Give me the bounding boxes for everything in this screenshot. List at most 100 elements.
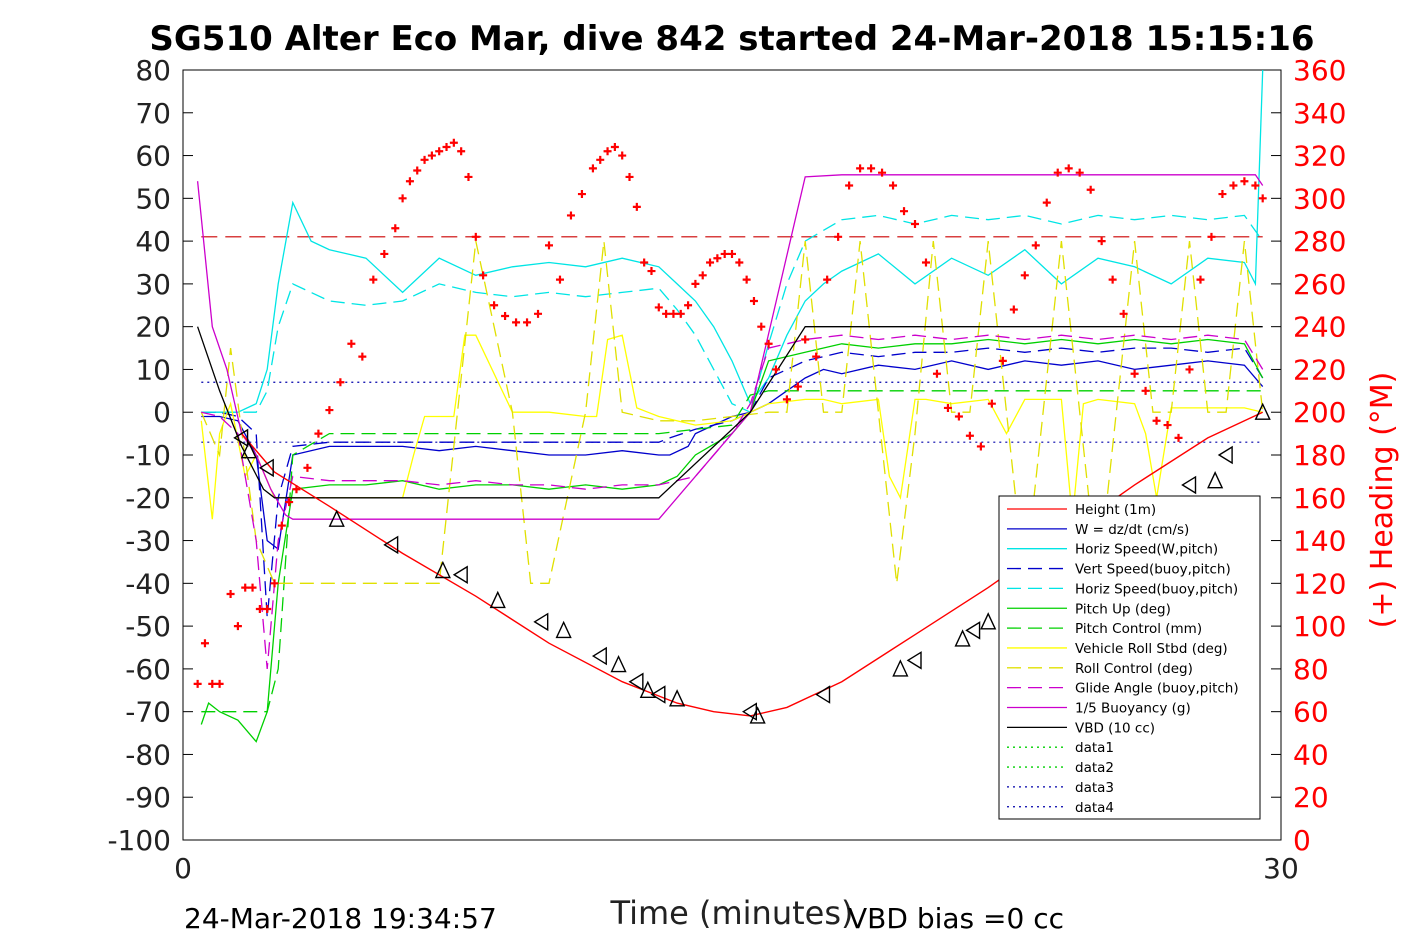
dive-marker-triangle	[639, 680, 656, 698]
heading-point	[1031, 241, 1040, 250]
heading-point	[405, 177, 414, 186]
x-axis-label: Time (minutes)	[610, 894, 854, 932]
series-w-line	[201, 360, 1264, 551]
dive-marker-triangle	[980, 612, 997, 630]
heading-point	[1064, 164, 1073, 173]
heading-point	[449, 138, 458, 147]
heading-point	[654, 303, 663, 312]
heading-point	[398, 194, 407, 203]
heading-point	[292, 485, 301, 494]
heading-point	[698, 271, 707, 280]
left-tick-label: -10	[125, 439, 171, 472]
footer-vbd-bias: VBD bias =0 cc	[848, 902, 1064, 935]
dive-marker-triangle	[1254, 402, 1271, 420]
dive-marker-triangle	[434, 560, 451, 579]
dive-marker-triangle	[1217, 445, 1233, 465]
legend-entry-data2: data2	[1075, 760, 1114, 776]
heading-point	[691, 279, 700, 288]
heading-point	[713, 254, 722, 263]
heading-point	[834, 232, 843, 241]
heading-point	[241, 583, 250, 592]
right-tick-label: 20	[1293, 781, 1329, 814]
left-tick-label: 10	[135, 353, 171, 386]
right-axis-label: (+) Heading (°M)	[1365, 372, 1400, 629]
dive-marker-triangle	[452, 565, 468, 585]
heading-point	[1086, 185, 1095, 194]
heading-point	[998, 356, 1007, 365]
heading-point	[255, 605, 264, 613]
heading-point	[369, 275, 378, 284]
right-tick-label: 0	[1293, 824, 1311, 857]
plot-area: -100-90-80-70-60-50-40-30-20-10010203040…	[107, 54, 1346, 885]
heading-point	[1185, 365, 1194, 374]
right-tick-label: 60	[1293, 696, 1329, 729]
heading-point	[684, 301, 693, 310]
left-tick-label: -30	[125, 525, 171, 558]
dive-marker-triangle	[591, 646, 607, 666]
heading-point	[325, 406, 334, 415]
series-buoy-line	[196, 174, 1264, 520]
left-tick-label: -80	[125, 738, 171, 771]
left-tick-label: -70	[125, 696, 171, 729]
heading-point	[1053, 168, 1062, 177]
heading-point	[720, 249, 729, 258]
right-tick-label: 140	[1293, 525, 1346, 558]
right-tick-label: 280	[1293, 225, 1346, 258]
heading-point	[358, 352, 367, 361]
heading-point	[435, 147, 444, 156]
heading-point	[603, 147, 612, 156]
heading-point	[490, 301, 499, 310]
dive-marker-triangle	[1181, 475, 1197, 495]
dive-marker-triangle	[749, 706, 766, 724]
right-tick-label: 260	[1293, 268, 1346, 301]
heading-point	[226, 590, 235, 599]
dive-marker-triangle	[628, 672, 644, 691]
dive-marker-triangle	[650, 685, 666, 704]
heading-point	[1130, 369, 1139, 378]
heading-point	[303, 463, 312, 472]
heading-point	[263, 605, 272, 613]
right-tick-label: 320	[1293, 140, 1346, 173]
heading-point	[193, 679, 202, 688]
heading-point	[1042, 198, 1051, 207]
heading-point	[735, 258, 744, 267]
legend-entry-pitch_ctrl: Pitch Control (mm)	[1075, 621, 1202, 637]
dive-marker-triangle	[489, 590, 506, 609]
dive-marker-triangle	[555, 620, 572, 639]
heading-point	[1196, 275, 1205, 284]
dive-marker-triangle	[815, 685, 831, 704]
heading-point	[1251, 181, 1260, 190]
heading-point	[801, 335, 810, 344]
heading-point	[889, 181, 898, 190]
legend-entry-horiz_buoy: Horiz Speed(buoy,pitch)	[1075, 581, 1238, 597]
heading-point	[878, 168, 887, 177]
heading-point	[285, 498, 294, 507]
dive-marker-triangle	[383, 535, 399, 555]
series-roll_ctrl-line	[200, 240, 1264, 584]
heading-point	[1152, 416, 1161, 425]
heading-point	[588, 164, 597, 173]
left-tick-label: -100	[107, 824, 171, 857]
heading-point	[669, 309, 678, 318]
heading-point	[900, 207, 909, 216]
heading-point	[706, 258, 715, 267]
heading-point	[1207, 232, 1216, 241]
heading-point	[845, 181, 854, 190]
legend-entry-pitch: Pitch Up (deg)	[1075, 601, 1171, 617]
heading-point	[625, 172, 634, 181]
heading-point	[771, 365, 780, 374]
legend-entry-roll_ctrl: Roll Control (deg)	[1075, 661, 1193, 677]
heading-point	[1240, 177, 1249, 186]
series-horiz-line	[201, 69, 1264, 413]
heading-point	[1141, 386, 1150, 395]
dive-marker-triangle	[906, 651, 922, 670]
x-tick-label: 30	[1263, 852, 1299, 885]
heading-point	[277, 521, 286, 530]
left-tick-label: 30	[135, 268, 171, 301]
left-tick-label: 80	[135, 54, 171, 87]
left-tick-label: -60	[125, 653, 171, 686]
dive-marker-triangle	[533, 612, 549, 632]
heading-point	[545, 241, 553, 250]
heading-point	[1163, 421, 1172, 430]
